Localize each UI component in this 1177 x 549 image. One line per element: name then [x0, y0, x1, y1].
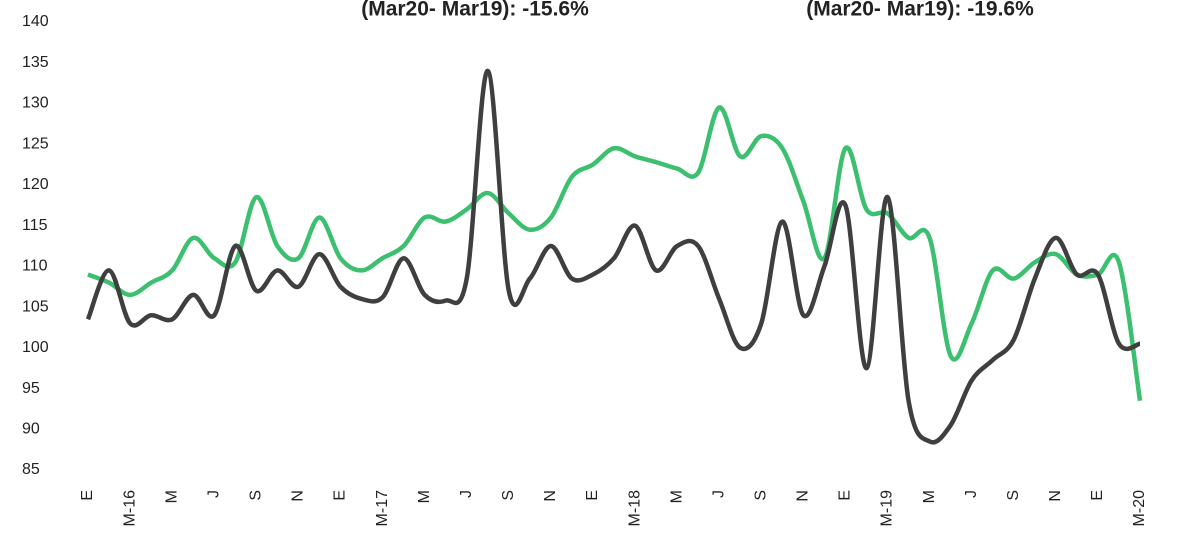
annotation: (Mar20- Mar19): -19.6% [806, 0, 1034, 21]
x-tick-label: S [248, 490, 265, 501]
x-tick-label: J [205, 490, 222, 498]
y-tick-label: 110 [22, 258, 48, 275]
x-tick-label: J [710, 490, 727, 498]
y-tick-label: 140 [22, 13, 49, 30]
x-tick-label: N [542, 490, 559, 502]
x-tick-label: N [1047, 490, 1064, 502]
x-tick-label: S [500, 490, 517, 501]
x-tick-label: E [584, 490, 601, 501]
x-tick-label: M-19 [879, 490, 896, 527]
x-tick-label: J [458, 490, 475, 498]
y-tick-label: 100 [22, 339, 49, 356]
y-tick-label: 130 [22, 95, 49, 112]
x-tick-label: E [837, 490, 854, 501]
y-tick-label: 120 [22, 176, 49, 193]
x-tick-label: M-18 [626, 490, 643, 527]
x-tick-label: M-17 [374, 490, 391, 527]
y-tick-label: 95 [22, 380, 40, 397]
line [85, 68, 1141, 445]
x-tick-label: M [921, 490, 938, 503]
x-tick-label: E [79, 490, 96, 501]
x-tick-label: M [163, 490, 180, 503]
x-tick-label: S [752, 490, 769, 501]
x-tick-label: N [290, 490, 307, 502]
line [87, 105, 1143, 402]
x-tick-label: J [963, 490, 980, 498]
annotation: (Mar20- Mar19): -15.6% [361, 0, 589, 21]
x-tick-label: M-20 [1131, 490, 1148, 527]
y-tick-label: 125 [22, 135, 49, 152]
x-tick-label: N [795, 490, 812, 502]
y-tick-label: 115 [22, 217, 48, 234]
y-tick-label: 85 [22, 461, 40, 478]
x-tick-label: E [332, 490, 349, 501]
x-tick-label: M [416, 490, 433, 503]
x-tick-label: M [668, 490, 685, 503]
x-tick-label: E [1089, 490, 1106, 501]
y-tick-label: 105 [22, 298, 49, 315]
y-tick-label: 90 [22, 420, 40, 437]
y-tick-label: 135 [22, 54, 49, 71]
x-tick-label: M-16 [121, 490, 138, 527]
x-tick-label: S [1005, 490, 1022, 501]
